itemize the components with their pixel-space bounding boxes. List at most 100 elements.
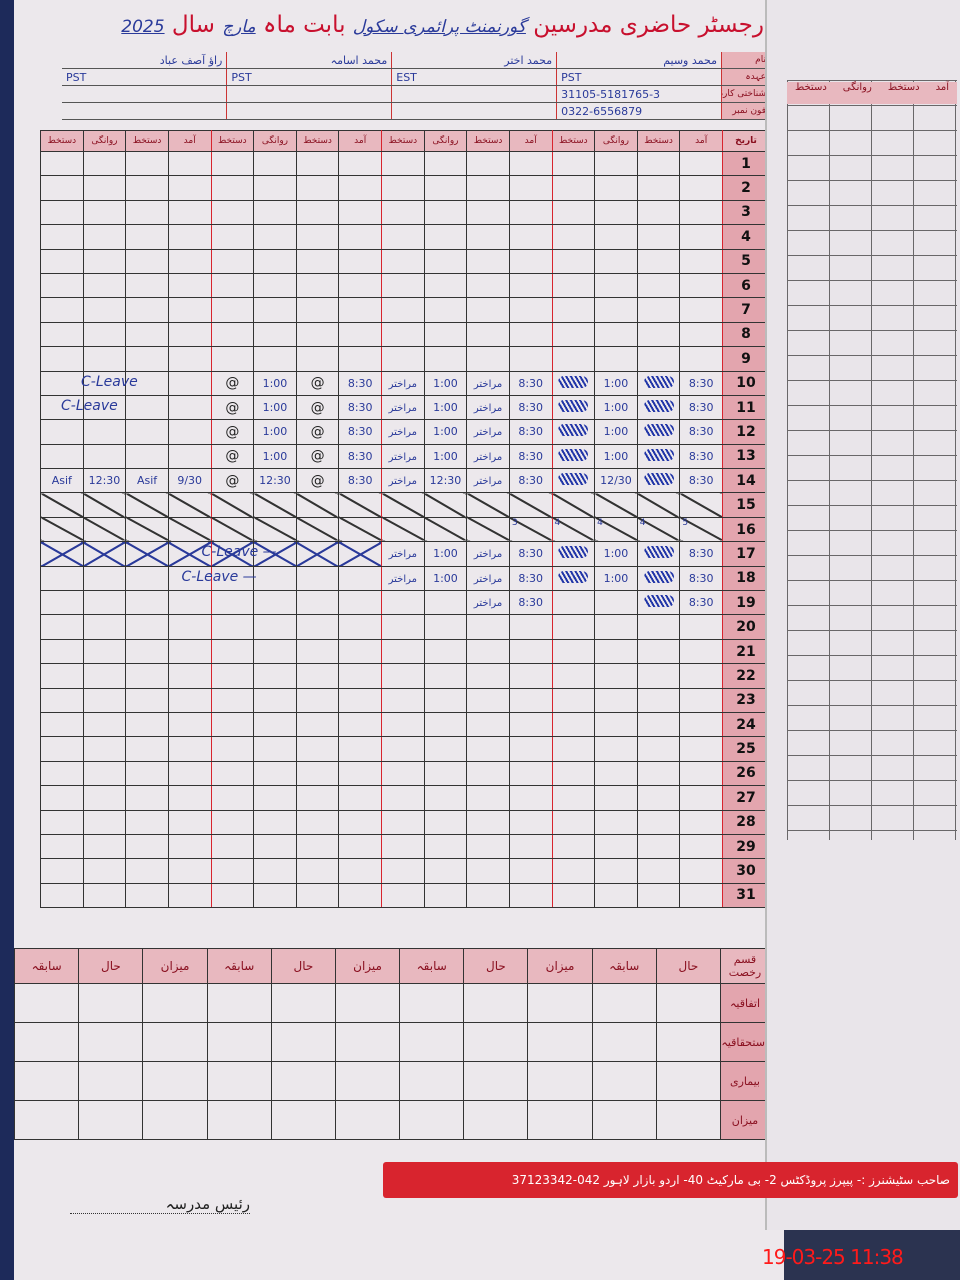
summary-cell [591,1061,657,1101]
attendance-cell [636,858,681,884]
attendance-cell [423,297,468,323]
summary-cell [206,983,272,1023]
attendance-cell: مراختر [466,419,510,445]
attendance-cell [466,736,510,762]
table-row: 21 [40,638,770,665]
cell-value: 8:30 [688,376,714,390]
attendance-cell [636,272,681,299]
summary-cell [399,1061,465,1101]
table-row: 29 [40,833,770,860]
info-label: نام [721,52,770,69]
attendance-cell [82,541,127,567]
date-cell: 18 [722,565,770,592]
attendance-cell [253,638,297,665]
cell-value: @ [310,375,325,392]
attendance-cell [594,614,638,640]
attendance-cell [679,199,723,226]
attendance-cell [253,614,297,640]
attendance-cell [381,760,425,787]
attendance-cell [253,516,297,543]
attendance-cell [594,248,638,274]
attendance-cell [338,590,382,616]
attendance-cell [253,248,297,274]
attendance-cell: 8:30 [338,419,382,445]
attendance-cell [594,638,638,665]
info-row: 0322-6556879 فون نمبر [62,102,770,120]
attendance-cell [679,711,723,738]
attendance-cell: 1:00 [594,565,638,592]
cell-value: @ [225,375,240,392]
attendance-cell [82,614,127,640]
year-value: 2025 [121,17,165,37]
signature-scribble [643,448,674,461]
column-header: دستخط [466,130,510,152]
attendance-cell: 8:30 [679,394,723,421]
table-row: @1:00 @8:30 مراختر 1:00 مراختر 8:30 1:00 8:30 12 [40,419,770,445]
attendance-cell [167,150,212,177]
attendance-cell [636,687,681,713]
summary-cell [334,1022,401,1062]
attendance-cell [423,150,468,177]
attendance-cell [40,443,84,470]
attendance-cell [295,516,340,543]
attendance-cell [40,346,84,372]
attendance-cell [636,711,681,738]
signature-scribble [558,400,589,413]
teacher-designation: PST [226,68,393,86]
grid-header: دستخط روانگی دستخط آمد دستخط روانگی دستخط آمد دس… [40,130,770,152]
attendance-cell: 8:30 [508,468,553,494]
attendance-cell [40,809,84,835]
attendance-cell [466,858,510,884]
attendance-cell [508,346,553,372]
attendance-cell [466,297,510,323]
cell-value: 1:00 [262,401,288,415]
cell-value: 1:00 [262,449,288,463]
rp-header: روانگی [842,82,872,93]
date-cell: 17 [722,541,770,567]
cell-value: 1:00 [433,547,458,561]
attendance-cell [381,614,425,640]
attendance-cell [210,663,255,689]
cell-value: 1:00 [603,376,629,390]
attendance-cell: 8:30 [679,468,723,494]
attendance-cell [679,858,723,884]
attendance-cell [253,711,297,738]
attendance-cell [40,248,84,274]
attendance-cell [508,736,553,762]
summary-cell [527,1061,593,1101]
attendance-cell: Asif [125,468,169,494]
summary-cell [270,1022,336,1062]
attendance-cell [679,248,723,274]
cell-value: 1:00 [603,401,629,415]
attendance-cell [338,785,382,811]
teacher-phone: 0322-6556879 [556,102,722,120]
attendance-cell [636,419,681,445]
attendance-cell: 4 [636,516,681,543]
column-header: روانگی [253,130,297,152]
cell-value: مراختر [388,378,417,390]
attendance-cell [594,150,638,177]
attendance-cell [466,785,510,811]
attendance-cell [338,614,382,640]
attendance-cell: 8:30 [338,443,382,470]
cell-value: 8:30 [688,449,714,463]
attendance-cell [210,833,255,860]
attendance-cell [295,858,340,884]
column-header: آمد [167,130,212,152]
attendance-cell [40,711,84,738]
small-number: 4 [597,517,603,528]
summary-cell [142,983,208,1023]
cell-value: مراختر [388,427,417,439]
attendance-cell [167,370,212,396]
attendance-cell [40,736,84,762]
attendance-cell [295,321,340,348]
attendance-cell [381,297,425,323]
attendance-cell [338,199,382,226]
attendance-cell: 9/30 [167,468,212,494]
teacher-cnic [226,85,393,103]
attendance-cell [594,175,638,201]
cell-value: Asif [51,474,72,488]
summary-cell [399,983,465,1023]
cell-value: مراختر [473,598,503,610]
attendance-cell [423,346,468,372]
